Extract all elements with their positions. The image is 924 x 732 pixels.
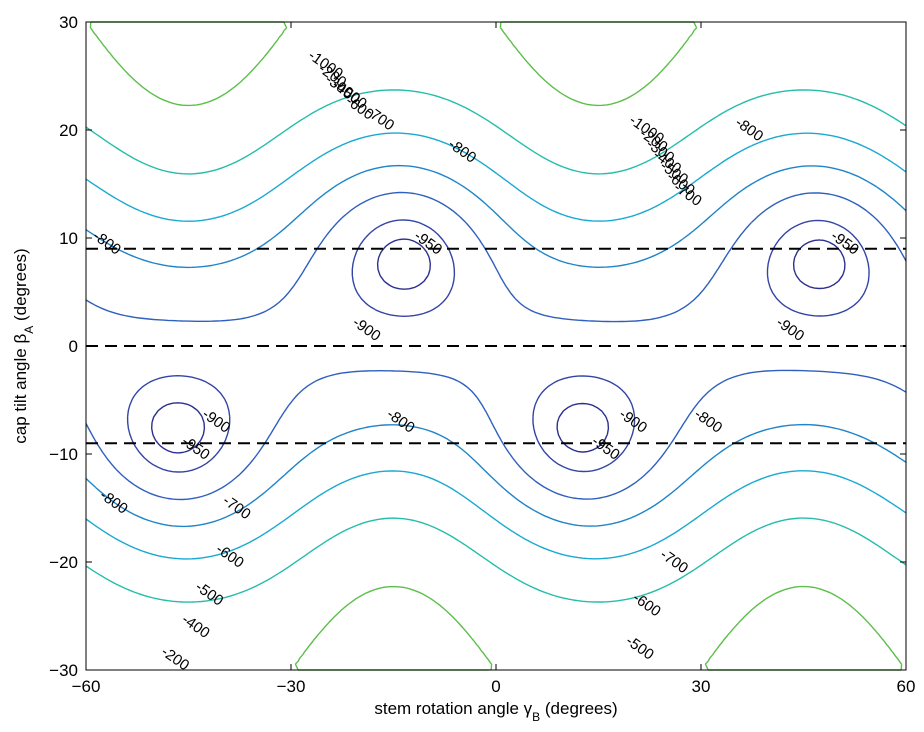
contour-label: -900 — [349, 314, 383, 345]
contour-label: -950 — [178, 433, 212, 464]
contour-label: -800 — [96, 487, 130, 518]
y-axis-label: cap tilt angle βA (degrees) — [11, 248, 36, 443]
x-tick-label: 0 — [491, 677, 500, 696]
contour-label: -500 — [623, 632, 657, 663]
contour-line-neg600 — [85, 132, 907, 560]
contour-line-neg700 — [85, 164, 907, 528]
contour-label: -950 — [828, 227, 862, 258]
contour-line-neg800 — [85, 191, 907, 501]
x-tick-label: 30 — [692, 677, 711, 696]
y-tick-label: 20 — [59, 121, 78, 140]
x-tick-label: −30 — [277, 677, 306, 696]
contour-label: -900 — [773, 314, 807, 345]
contour-line-neg950 — [151, 238, 846, 454]
contour-label: -500 — [192, 578, 226, 609]
x-tick-label: −60 — [72, 677, 101, 696]
x-axis-label-main: stem rotation angle γ — [374, 699, 532, 718]
contour-label: -700 — [219, 492, 253, 523]
contour-label: -400 — [178, 611, 212, 642]
contour-labels: -1000-200-300-400-500-600-700 -1000-200-3… — [90, 47, 862, 675]
x-axis-label-sub: B — [532, 710, 540, 724]
contour-label: -800 — [383, 406, 417, 437]
y-axis-label-sub: A — [22, 326, 36, 334]
y-axis-label-main: cap tilt angle β — [11, 334, 30, 444]
contour-label: -800 — [90, 227, 124, 258]
y-tick-label: 10 — [59, 229, 78, 248]
y-tick-label: −20 — [49, 553, 78, 572]
y-tick-label: −10 — [49, 445, 78, 464]
y-tick-label: 0 — [69, 337, 78, 356]
contour-label: -800 — [445, 136, 479, 167]
x-axis-label: stem rotation angle γB (degrees) — [374, 699, 617, 724]
contour-label: -700 — [657, 546, 691, 577]
y-tick-label: −30 — [49, 661, 78, 680]
contour-line-neg900 — [126, 219, 870, 473]
contour-label: -800 — [732, 114, 766, 145]
contour-label: -600 — [213, 541, 247, 572]
contour-label: -600 — [629, 589, 663, 620]
contour-line-neg500 — [85, 89, 907, 603]
y-axis-label-suffix: (degrees) — [11, 248, 30, 325]
contour-label: -950 — [588, 433, 622, 464]
y-tick-label: 30 — [59, 13, 78, 32]
contour-label: -800 — [691, 406, 725, 437]
x-tick-label: 60 — [897, 677, 916, 696]
x-axis-label-suffix: (degrees) — [540, 699, 617, 718]
contour-lines — [85, 21, 907, 671]
reference-lines — [86, 247, 906, 445]
